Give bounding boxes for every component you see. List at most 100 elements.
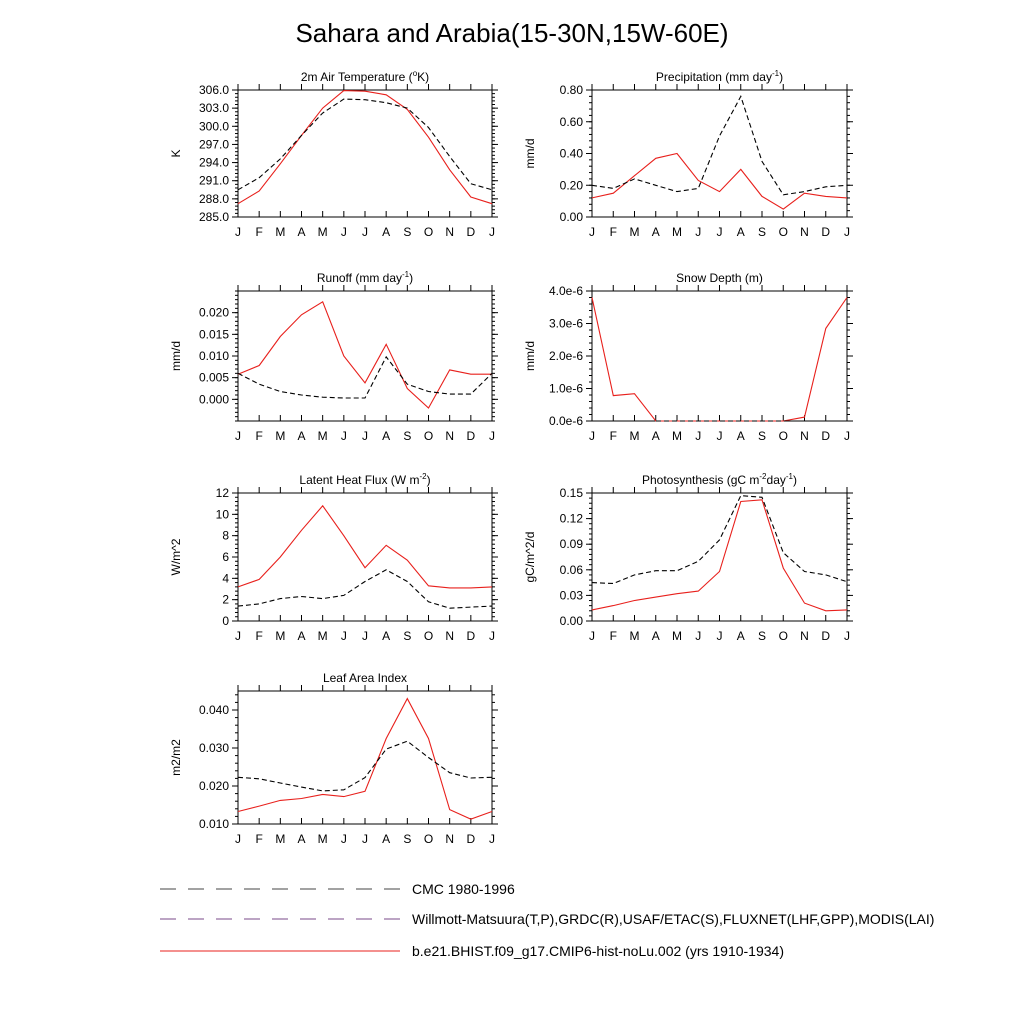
x-tick-label: J	[695, 429, 701, 443]
y-axis-label: mm/d	[523, 341, 537, 371]
x-tick-label: O	[779, 225, 788, 239]
x-tick-label: J	[717, 429, 723, 443]
y-tick-label: 0.020	[199, 779, 229, 793]
x-tick-label: D	[821, 225, 830, 239]
y-tick-label: 306.0	[199, 83, 229, 97]
x-tick-label: J	[489, 429, 495, 443]
chart-title: Latent Heat Flux (W m-2)	[299, 472, 430, 487]
series-line-model	[591, 152, 848, 210]
y-tick-label: 0.010	[199, 817, 229, 831]
x-tick-label: S	[758, 429, 766, 443]
series-line-observed	[237, 355, 493, 399]
x-tick-label: F	[610, 225, 617, 239]
chart-title: Runoff (mm day-1)	[317, 270, 413, 285]
x-tick-label: J	[235, 225, 241, 239]
y-tick-label: 303.0	[199, 101, 229, 115]
x-tick-label: J	[235, 429, 241, 443]
x-tick-label: M	[275, 629, 285, 643]
y-tick-label: 300.0	[199, 119, 229, 133]
x-tick-label: J	[695, 629, 701, 643]
x-tick-label: A	[382, 429, 390, 443]
y-tick-label: 0.12	[560, 512, 584, 526]
x-tick-label: J	[341, 832, 347, 846]
x-tick-label: A	[737, 429, 745, 443]
chart-panel-4: Snow Depth (m)mm/dJ F M A M J J A S O N D J4.0e-63.0…	[523, 271, 853, 443]
chart-title: Photosynthesis (gC m-2day-1)	[642, 472, 797, 487]
x-tick-label: S	[403, 832, 411, 846]
x-tick-label: D	[466, 832, 475, 846]
y-tick-label: 4	[222, 571, 229, 585]
x-tick-label: D	[821, 429, 830, 443]
y-tick-label: 0.030	[199, 741, 229, 755]
y-axis-label: m2/m2	[169, 739, 183, 776]
x-tick-label: F	[255, 832, 262, 846]
y-axis-label: mm/d	[169, 341, 183, 371]
x-tick-label: N	[445, 225, 454, 239]
x-tick-label: S	[758, 225, 766, 239]
series-line-model	[237, 300, 492, 409]
x-tick-label: A	[652, 429, 660, 443]
y-axis-label: mm/d	[523, 139, 537, 169]
x-tick-label: J	[341, 225, 347, 239]
y-axis-label: gC/m^2/d	[523, 532, 537, 583]
y-tick-label: 3.0e-6	[549, 317, 583, 331]
x-tick-label: J	[844, 629, 850, 643]
y-tick-label: 0	[222, 614, 229, 628]
plot-frame	[237, 492, 493, 622]
x-tick-label: M	[275, 832, 285, 846]
y-tick-label: 0.03	[560, 588, 584, 602]
x-tick-label: S	[403, 629, 411, 643]
series-line-observed	[237, 740, 493, 792]
x-tick-label: O	[424, 429, 433, 443]
x-tick-label: M	[275, 429, 285, 443]
x-tick-label: J	[362, 629, 368, 643]
chart-panel-3: Runoff (mm day-1)mm/dJ F M A M J J A S O N D J0.0200…	[169, 270, 498, 443]
y-tick-label: 0.0e-6	[549, 414, 583, 428]
y-tick-label: 0.40	[560, 147, 584, 161]
y-tick-label: 0.60	[560, 115, 584, 129]
x-tick-label: A	[382, 225, 390, 239]
x-tick-label: J	[489, 629, 495, 643]
x-tick-label: M	[318, 832, 328, 846]
x-tick-label: D	[466, 225, 475, 239]
y-tick-label: 291.0	[199, 174, 229, 188]
series-line-model	[237, 504, 493, 589]
y-tick-label: 0.000	[199, 392, 229, 406]
y-tick-label: 0.15	[560, 486, 584, 500]
x-tick-label: O	[424, 225, 433, 239]
x-tick-label: N	[800, 225, 809, 239]
y-tick-label: 10	[216, 507, 230, 521]
x-tick-label: A	[297, 429, 305, 443]
x-tick-label: M	[630, 629, 640, 643]
y-tick-label: 0.020	[199, 306, 229, 320]
x-tick-label: J	[717, 225, 723, 239]
y-axis-label: K	[169, 149, 183, 157]
figure-title: Sahara and Arabia(15-30N,15W-60E)	[295, 18, 729, 48]
chart-panel-6: Photosynthesis (gC m-2day-1)gC/m^2/dJ F M A…	[523, 472, 853, 643]
x-tick-label: O	[424, 629, 433, 643]
x-tick-label: M	[672, 629, 682, 643]
y-tick-label: 0.015	[199, 327, 229, 341]
y-tick-label: 0.00	[560, 210, 584, 224]
y-tick-label: 2	[222, 593, 229, 607]
x-tick-label: A	[737, 629, 745, 643]
y-tick-label: 0.09	[560, 537, 584, 551]
series-line-observed	[237, 98, 493, 191]
x-tick-label: J	[341, 429, 347, 443]
y-tick-label: 12	[216, 486, 230, 500]
series-line-model	[237, 697, 493, 820]
x-tick-label: S	[403, 429, 411, 443]
legend-label: CMC 1980-1996	[412, 881, 515, 897]
y-tick-label: 0.06	[560, 563, 584, 577]
x-tick-label: F	[610, 629, 617, 643]
x-tick-label: S	[403, 225, 411, 239]
x-tick-label: M	[630, 225, 640, 239]
x-tick-label: N	[445, 429, 454, 443]
x-tick-label: J	[235, 629, 241, 643]
chart-title: Leaf Area Index	[323, 671, 407, 685]
series-line-observed	[591, 95, 848, 196]
y-tick-label: 0.005	[199, 371, 229, 385]
x-tick-label: A	[652, 629, 660, 643]
legend-label: b.e21.BHIST.f09_g17.CMIP6-hist-noLu.002 …	[412, 943, 784, 959]
